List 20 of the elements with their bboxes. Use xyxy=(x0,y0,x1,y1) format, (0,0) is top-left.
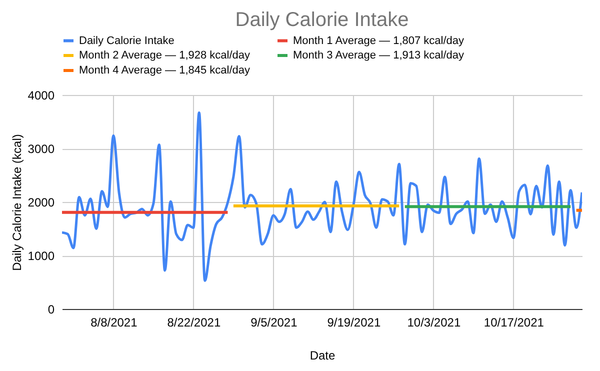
x-tick-label: 8/8/2021 xyxy=(90,316,138,330)
legend-label: Month 3 Average — 1,913 kcal/day xyxy=(293,50,465,62)
y-tick-label: 3000 xyxy=(28,142,55,156)
x-tick-label: 10/17/2021 xyxy=(484,316,544,330)
chart-title: Daily Calorie Intake xyxy=(235,9,409,31)
line-series xyxy=(62,111,582,282)
x-tick-label: 9/19/2021 xyxy=(327,316,381,330)
y-tick-label: 0 xyxy=(48,302,55,316)
x-tick-label: 10/3/2021 xyxy=(407,316,461,330)
y-tick-label: 2000 xyxy=(28,196,55,210)
x-axis-title: Date xyxy=(310,348,336,362)
legend-label: Month 2 Average — 1,928 kcal/day xyxy=(79,50,251,62)
x-tick-label: 9/5/2021 xyxy=(250,316,298,330)
y-tick-label: 4000 xyxy=(28,88,55,102)
legend-label: Month 1 Average — 1,807 kcal/day xyxy=(293,34,465,47)
x-tick-label: 8/22/2021 xyxy=(167,316,221,330)
legend-label: Daily Calorie Intake xyxy=(79,34,174,47)
legend-label: Month 4 Average — 1,845 kcal/day xyxy=(79,64,251,76)
y-tick-label: 1000 xyxy=(28,249,55,263)
y-axis-title: Daily Calorie Intake (kcal) xyxy=(10,134,24,271)
